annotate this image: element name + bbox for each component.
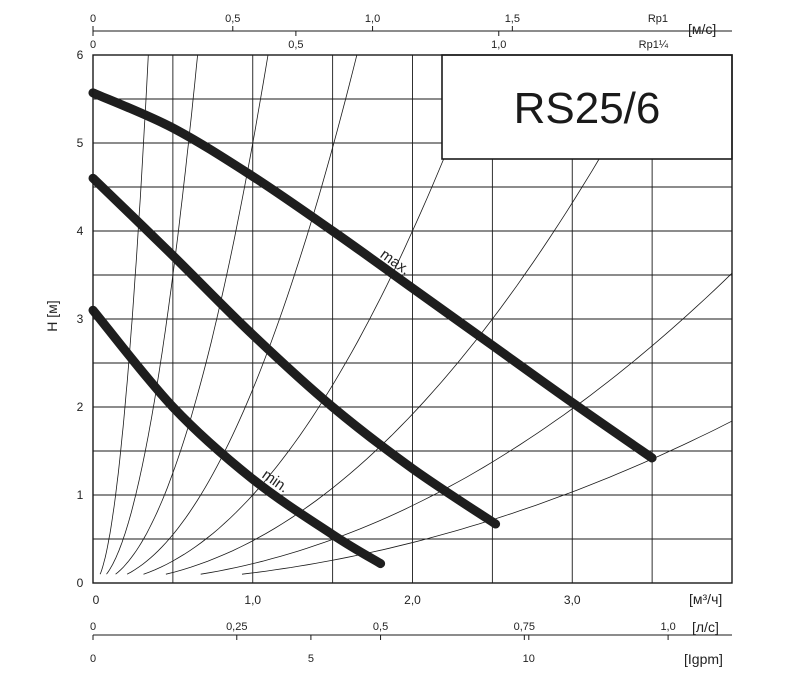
top-axis-tick-label: 1,5 bbox=[505, 13, 520, 25]
pump-curve-2 bbox=[88, 173, 501, 529]
pipe-size-label: Rp1¼ bbox=[639, 39, 669, 51]
top-axis-tick-label: 0,5 bbox=[225, 13, 240, 25]
y-axis: H [м] 0 1 2 3 4 5 6 bbox=[44, 48, 84, 590]
x-axis-unit: [м³/ч] bbox=[689, 591, 722, 607]
x-tick-label: 3,0 bbox=[564, 593, 581, 607]
y-tick-label: 5 bbox=[77, 136, 84, 150]
model-box: RS25/6 bbox=[441, 54, 733, 160]
bottom-axis-unit: [л/с] bbox=[692, 619, 719, 635]
system-curve bbox=[241, 420, 732, 575]
x-tick-label: 0 bbox=[93, 593, 100, 607]
y-tick-label: 1 bbox=[77, 488, 84, 502]
top-axis-tick-label: 0,5 bbox=[288, 39, 303, 51]
y-tick-label: 3 bbox=[77, 312, 84, 326]
bottom-axis-unit: [Igpm] bbox=[684, 651, 723, 667]
y-axis-label: H [м] bbox=[44, 300, 60, 331]
bottom-axis-tick-label: 1,0 bbox=[660, 621, 675, 633]
plot-frame bbox=[92, 54, 733, 584]
bottom-axis-tick-label: 10 bbox=[523, 653, 535, 665]
system-curve bbox=[106, 55, 199, 575]
pump-curves bbox=[88, 88, 657, 569]
x-axis: [м³/ч] 0 1,0 2,0 3,0 bbox=[93, 591, 723, 607]
system-curve bbox=[115, 55, 269, 575]
pipe-size-label: Rp1 bbox=[648, 13, 668, 25]
bottom-axis-tick-label: 0 bbox=[90, 621, 96, 633]
y-tick-label: 0 bbox=[77, 576, 84, 590]
pump-curve-3 bbox=[88, 305, 386, 569]
pump-curve-1 bbox=[88, 88, 657, 463]
bottom-axis-tick-label: 5 bbox=[308, 653, 314, 665]
curve-labels: max.min. bbox=[259, 246, 414, 497]
bottom-axis-tick-label: 0,75 bbox=[514, 621, 535, 633]
bottom-axis-tick-label: 0,5 bbox=[373, 621, 388, 633]
bottom-axis-tick-label: 0 bbox=[90, 653, 96, 665]
system-curve bbox=[99, 55, 149, 575]
top-axis-tick-label: 0 bbox=[90, 39, 96, 51]
bottom-axes: 0 0,25 0,5 0,75 1,0 [л/с] 0 5 10 [Igpm] bbox=[90, 619, 732, 667]
system-curve bbox=[126, 55, 358, 575]
x-tick-label: 1,0 bbox=[244, 593, 261, 607]
x-tick-label: 2,0 bbox=[404, 593, 421, 607]
y-tick-label: 2 bbox=[77, 400, 84, 414]
system-curve bbox=[143, 55, 485, 575]
system-curve bbox=[165, 55, 659, 575]
top-axis-tick-label: 1,0 bbox=[365, 13, 380, 25]
y-tick-label: 6 bbox=[77, 48, 84, 62]
top-axis-tick-label: 0 bbox=[90, 13, 96, 25]
model-title: RS25/6 bbox=[514, 84, 661, 133]
y-tick-label: 4 bbox=[77, 224, 84, 238]
system-curve bbox=[200, 272, 732, 575]
system-curves bbox=[99, 55, 732, 575]
top-axis-unit: [м/с] bbox=[688, 21, 716, 37]
top-axis-tick-label: 1,0 bbox=[491, 39, 506, 51]
top-axes: 0 0,5 1,0 1,5 Rp1 [м/с] 0 0,5 1,0 Rp1¼ bbox=[90, 13, 732, 51]
bottom-axis-tick-label: 0,25 bbox=[226, 621, 247, 633]
